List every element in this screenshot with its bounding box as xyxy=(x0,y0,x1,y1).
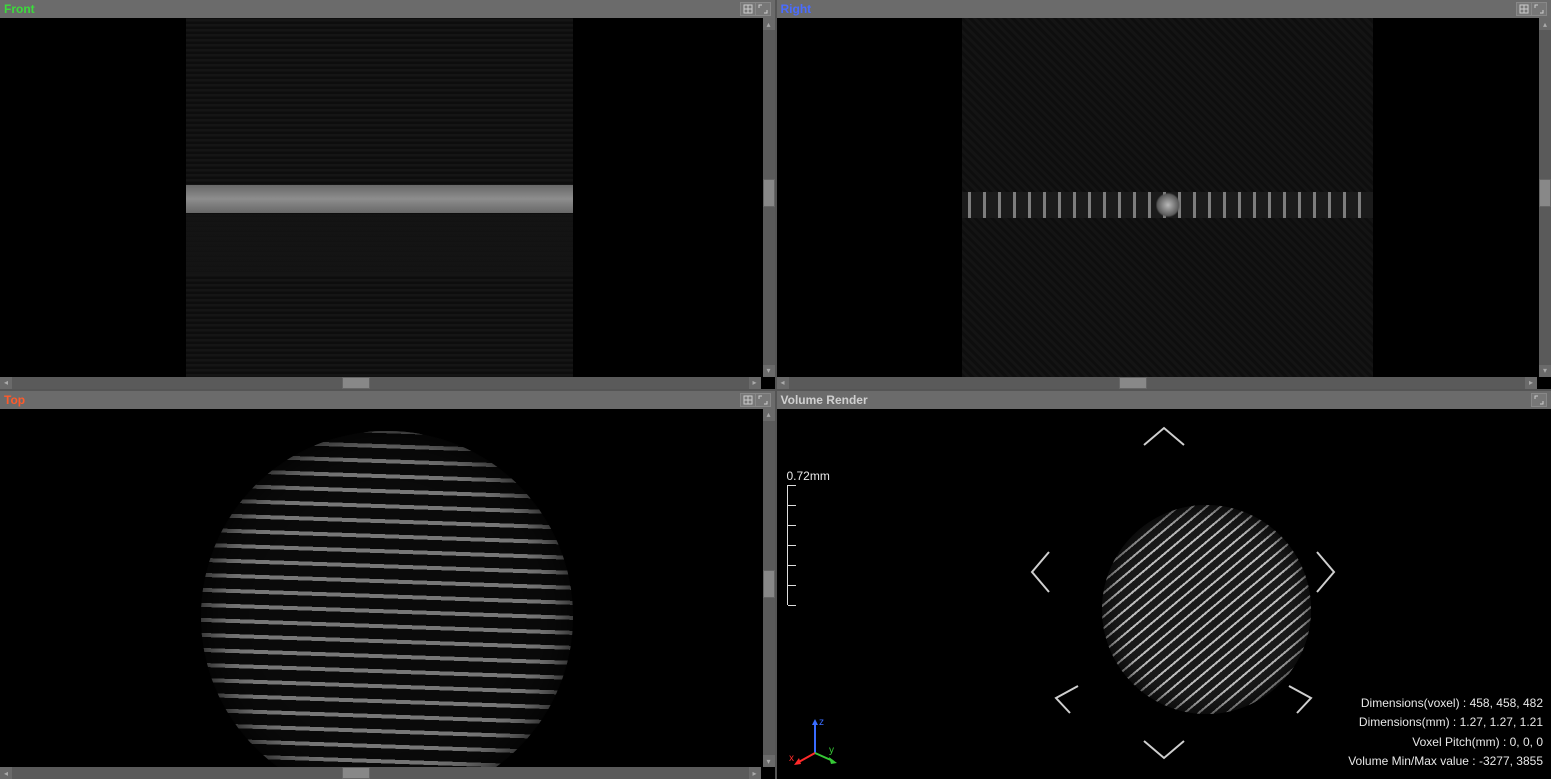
top-viewport[interactable] xyxy=(0,409,775,779)
chevron-down-icon[interactable] xyxy=(1134,736,1194,775)
grid-icon[interactable] xyxy=(1516,2,1532,16)
front-bright-band xyxy=(186,185,573,213)
right-hscroll[interactable]: ◂▸ xyxy=(777,377,1538,389)
axis-gizmo: z x y xyxy=(789,713,841,765)
volume-title: Volume Render xyxy=(781,393,1533,407)
front-pane: Front ▴▾ ◂▸ xyxy=(0,0,775,389)
right-center-blob xyxy=(1156,192,1180,218)
front-lower-texture xyxy=(186,214,573,274)
maximize-icon[interactable] xyxy=(1531,2,1547,16)
chevron-left-icon[interactable] xyxy=(1024,542,1054,611)
volume-pane: Volume Render 0.72mm xyxy=(777,391,1551,779)
info-voxel-pitch: Voxel Pitch(mm) : 0, 0, 0 xyxy=(1348,733,1543,752)
scale-ruler: 0.72mm xyxy=(787,469,830,605)
axis-x-label: x xyxy=(789,753,794,764)
maximize-icon[interactable] xyxy=(1531,393,1547,407)
top-vscroll[interactable]: ▴▾ xyxy=(763,409,775,768)
top-titlebar: Top xyxy=(0,391,775,409)
volume-info: Dimensions(voxel) : 458, 458, 482 Dimens… xyxy=(1348,694,1543,771)
front-viewport[interactable] xyxy=(0,18,775,389)
top-pane: Top ▴▾ ◂▸ xyxy=(0,391,775,779)
front-hscroll[interactable]: ◂▸ xyxy=(0,377,761,389)
maximize-icon[interactable] xyxy=(755,2,771,16)
axis-y-label: y xyxy=(829,745,834,756)
info-dim-mm: Dimensions(mm) : 1.27, 1.27, 1.21 xyxy=(1348,713,1543,732)
chevron-right-icon[interactable] xyxy=(1312,542,1342,611)
chevron-up-icon[interactable] xyxy=(1134,420,1194,459)
maximize-icon[interactable] xyxy=(755,393,771,407)
top-hscroll[interactable]: ◂▸ xyxy=(0,767,761,779)
axis-z-label: z xyxy=(819,717,824,728)
right-titlebar: Right xyxy=(777,0,1551,18)
info-minmax: Volume Min/Max value : -3277, 3855 xyxy=(1348,752,1543,771)
grid-icon[interactable] xyxy=(740,2,756,16)
front-titlebar: Front xyxy=(0,0,775,18)
right-pane: Right ▴▾ ◂▸ xyxy=(777,0,1551,389)
top-striped-disc xyxy=(201,431,573,779)
volume-titlebar: Volume Render xyxy=(777,391,1551,409)
scale-label: 0.72mm xyxy=(787,469,830,483)
volume-viewport[interactable]: 0.72mm xyxy=(777,409,1551,779)
front-title: Front xyxy=(4,2,741,16)
right-title: Right xyxy=(781,2,1518,16)
info-dim-voxel: Dimensions(voxel) : 458, 458, 482 xyxy=(1348,694,1543,713)
scale-ticks xyxy=(787,485,795,605)
right-viewport[interactable] xyxy=(777,18,1551,389)
chevron-lowerleft-icon[interactable] xyxy=(1048,678,1088,727)
top-title: Top xyxy=(4,393,741,407)
chevron-lowerright-icon[interactable] xyxy=(1279,678,1319,727)
grid-icon[interactable] xyxy=(740,393,756,407)
front-vscroll[interactable]: ▴▾ xyxy=(763,18,775,377)
right-vscroll[interactable]: ▴▾ xyxy=(1539,18,1551,377)
